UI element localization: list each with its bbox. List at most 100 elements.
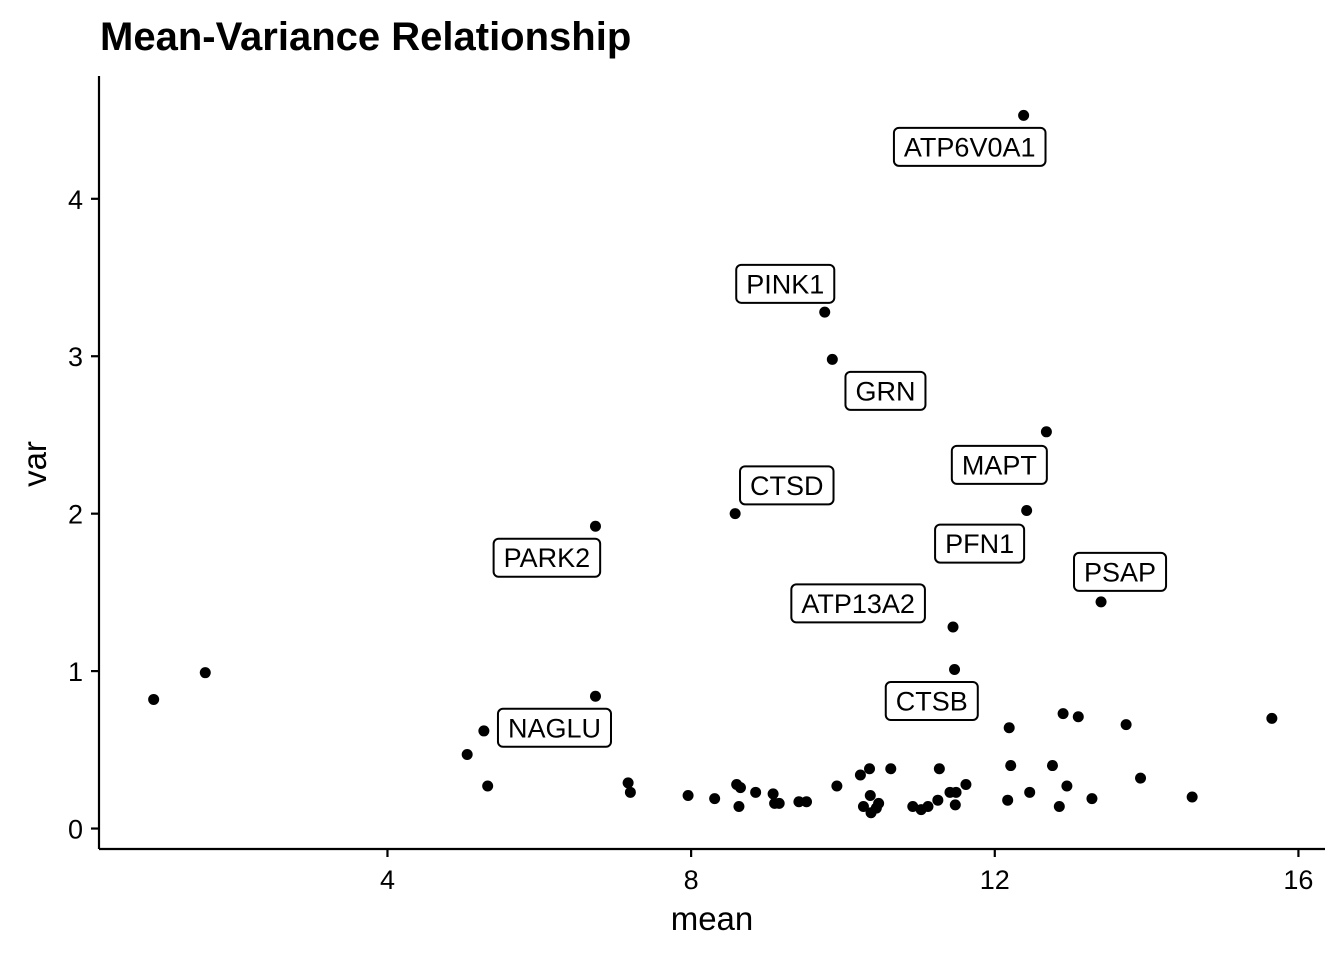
chart-title: Mean-Variance Relationship [100,15,631,59]
data-point [1018,109,1030,121]
data-point [734,782,746,794]
data-point [1040,426,1052,438]
data-point [729,508,741,520]
data-point [461,749,473,761]
data-point [682,789,694,801]
data-point [857,800,869,812]
data-point [932,794,944,806]
point-label-box [735,263,836,304]
data-point [1186,791,1198,803]
data-point [854,769,866,781]
data-point [831,780,843,792]
data-point [199,667,211,679]
data-point [1266,712,1278,724]
data-point [885,763,897,775]
data-point [947,621,959,633]
point-label: MAPT [950,444,1048,485]
data-point [1057,708,1069,720]
point-label-text: MAPT [962,450,1037,480]
data-point [949,664,961,676]
point-label-text: PARK2 [504,543,591,573]
point-label: PINK1 [735,263,836,304]
data-point [1005,760,1017,772]
point-label: GRN [844,370,927,411]
point-label-text: PFN1 [945,529,1014,559]
data-point [482,780,494,792]
x-tick-label: 8 [684,865,699,895]
point-label-text: ATP6V0A1 [904,132,1036,162]
data-point [922,800,934,812]
data-points [148,109,1278,819]
point-label-text: NAGLU [508,713,601,743]
data-point [1061,780,1073,792]
data-point [1086,793,1098,805]
point-label: PSAP [1073,551,1168,592]
point-label: CTSD [739,465,835,506]
point-label: ATP6V0A1 [892,126,1047,167]
point-label-text: PSAP [1084,557,1156,587]
data-point [1072,711,1084,723]
point-label: ATP13A2 [790,583,926,624]
point-label-box [739,465,835,506]
y-tick-label: 3 [68,342,83,372]
y-axis-title: var [16,441,53,487]
data-point [1135,772,1147,784]
data-point [773,797,785,809]
point-label-box [892,126,1047,167]
data-point [864,789,876,801]
data-point [624,786,636,798]
point-label-box [1073,551,1168,592]
y-tick-label: 2 [68,500,83,530]
data-point [819,306,831,318]
point-label-box [496,707,612,748]
data-point [933,763,945,775]
data-point [1002,794,1014,806]
y-tick-label: 4 [68,185,83,215]
y-tick-label: 0 [68,815,83,845]
data-point [864,763,876,775]
data-point [733,800,745,812]
data-point [801,796,813,808]
point-label-box [844,370,927,411]
x-tick-label: 12 [980,865,1010,895]
point-label: PFN1 [934,523,1026,564]
data-point [826,353,838,365]
data-point [148,693,160,705]
data-point [949,799,961,811]
data-point [709,793,721,805]
data-point [1046,760,1058,772]
data-point [1095,596,1107,608]
point-label-box [884,681,979,722]
point-label-text: PINK1 [746,269,824,299]
y-tick-label: 1 [68,657,83,687]
data-point [767,788,779,800]
point-label-box [790,583,926,624]
x-tick-label: 16 [1283,865,1313,895]
point-label-box [934,523,1026,564]
point-label-text: CTSD [750,471,824,501]
point-labels: ATP6V0A1 PINK1 GRN MAPT CTSD PARK2 PFN1 PSAP ATP… [492,126,1168,748]
data-point [589,690,601,702]
data-point [478,725,490,737]
point-label-box [492,537,602,578]
point-label-text: GRN [855,376,915,406]
x-axis-title: mean [671,900,754,937]
data-point [960,778,972,790]
data-point [1021,505,1033,517]
x-tick-label: 4 [380,865,395,895]
point-label: NAGLU [496,707,612,748]
point-label-box [950,444,1048,485]
data-point [1053,800,1065,812]
data-point [750,786,762,798]
data-point [873,797,885,809]
data-point [1120,719,1132,731]
data-point [793,796,805,808]
point-label-text: CTSB [896,687,968,717]
data-point [589,520,601,532]
data-point [950,786,962,798]
data-point [622,777,634,789]
data-point [1003,722,1015,734]
data-point [1024,786,1036,798]
